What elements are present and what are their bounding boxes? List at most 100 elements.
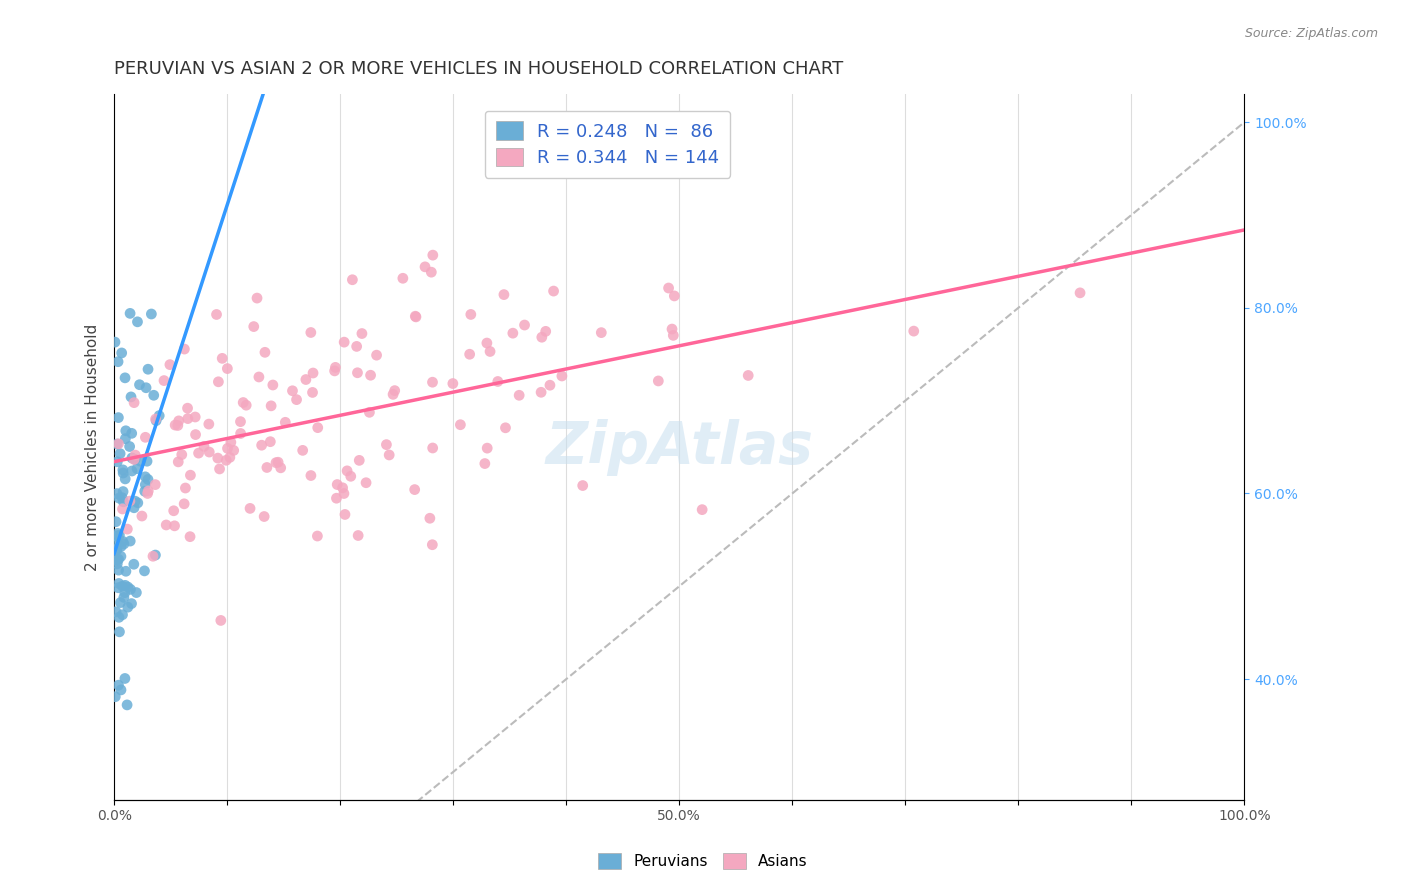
Point — [346, 366, 368, 380]
Point — [111, 463, 134, 477]
Point — [104, 553, 127, 567]
Point — [121, 450, 143, 465]
Point — [134, 430, 156, 444]
Point — [145, 548, 167, 562]
Point — [114, 432, 136, 446]
Point — [110, 682, 132, 697]
Point — [114, 585, 136, 599]
Point — [136, 454, 159, 468]
Point — [128, 377, 150, 392]
Point — [105, 557, 128, 571]
Point — [460, 308, 482, 322]
Point — [121, 464, 143, 478]
Point — [219, 435, 242, 450]
Point — [115, 698, 138, 712]
Point — [336, 464, 359, 478]
Point — [247, 370, 270, 384]
Point — [571, 478, 593, 492]
Point — [111, 491, 134, 505]
Point — [107, 354, 129, 368]
Point — [222, 443, 245, 458]
Point — [110, 549, 132, 564]
Point — [134, 477, 156, 491]
Point — [166, 418, 188, 433]
Point — [1069, 285, 1091, 300]
Point — [107, 552, 129, 566]
Point — [193, 439, 215, 453]
Point — [260, 399, 283, 413]
Point — [105, 542, 128, 557]
Point — [108, 528, 131, 542]
Point — [114, 472, 136, 486]
Point — [112, 537, 135, 551]
Point — [118, 494, 141, 508]
Point — [174, 481, 197, 495]
Point — [108, 624, 131, 639]
Point — [111, 607, 134, 622]
Point — [114, 424, 136, 438]
Point — [404, 310, 426, 324]
Point — [295, 372, 318, 386]
Point — [419, 511, 441, 525]
Point — [333, 508, 356, 522]
Point — [107, 526, 129, 541]
Point — [129, 454, 152, 468]
Point — [115, 564, 138, 578]
Point — [307, 420, 329, 434]
Point — [350, 326, 373, 341]
Point — [105, 437, 128, 451]
Point — [392, 271, 415, 285]
Point — [104, 335, 127, 350]
Point — [215, 453, 238, 467]
Point — [173, 342, 195, 356]
Point — [207, 451, 229, 466]
Point — [232, 395, 254, 409]
Legend: Peruvians, Asians: Peruvians, Asians — [592, 847, 814, 875]
Point — [326, 477, 349, 491]
Point — [422, 441, 444, 455]
Point — [121, 426, 143, 441]
Point — [108, 610, 131, 624]
Point — [474, 457, 496, 471]
Point — [153, 374, 176, 388]
Point — [281, 384, 304, 398]
Point — [208, 462, 231, 476]
Point — [127, 496, 149, 510]
Point — [307, 529, 329, 543]
Point — [112, 484, 135, 499]
Point — [239, 501, 262, 516]
Text: Source: ZipAtlas.com: Source: ZipAtlas.com — [1244, 27, 1378, 40]
Point — [184, 409, 207, 424]
Point — [422, 375, 444, 389]
Point — [187, 446, 209, 460]
Point — [107, 553, 129, 567]
Point — [217, 442, 239, 456]
Point — [259, 434, 281, 449]
Point — [163, 518, 186, 533]
Point — [422, 248, 444, 262]
Point — [229, 426, 252, 441]
Point — [131, 509, 153, 524]
Point — [291, 443, 314, 458]
Point — [253, 345, 276, 359]
Point — [405, 310, 427, 324]
Point — [347, 528, 370, 542]
Point — [136, 473, 159, 487]
Point — [264, 456, 287, 470]
Point — [492, 287, 515, 301]
Point — [205, 308, 228, 322]
Point — [120, 390, 142, 404]
Point — [360, 368, 382, 383]
Point — [458, 347, 481, 361]
Point — [136, 486, 159, 500]
Point — [167, 455, 190, 469]
Point — [262, 378, 284, 392]
Point — [198, 445, 221, 459]
Point — [120, 306, 142, 320]
Point — [486, 375, 509, 389]
Point — [120, 534, 142, 549]
Point — [551, 369, 574, 384]
Point — [332, 481, 354, 495]
Point — [136, 483, 159, 498]
Point — [253, 509, 276, 524]
